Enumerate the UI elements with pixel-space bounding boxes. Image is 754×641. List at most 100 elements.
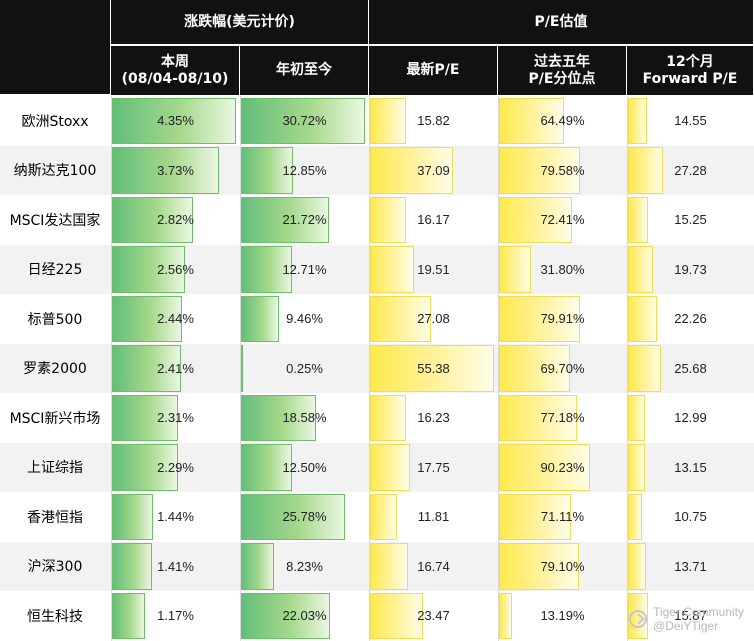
forward-pe-12m-value: 25.68 bbox=[674, 360, 707, 376]
pe-percentile-5y-bar bbox=[499, 444, 591, 491]
week-change-bar bbox=[112, 196, 193, 243]
week-change-value: 1.41% bbox=[157, 558, 194, 574]
week-change-value: 1.17% bbox=[157, 608, 194, 624]
tiger-logo-icon bbox=[629, 610, 648, 628]
latest-pe-value: 27.08 bbox=[417, 311, 450, 327]
header-group-pe: P/E估值 bbox=[369, 0, 754, 45]
header-group-change: 涨跌幅(美元计价) bbox=[111, 0, 369, 45]
forward-pe-12m-value: 19.73 bbox=[674, 261, 707, 277]
forward-pe-12m-bar bbox=[628, 493, 642, 540]
pe-percentile-5y-bar bbox=[499, 394, 578, 441]
forward-pe-12m-bar bbox=[628, 147, 663, 194]
week-change-bar bbox=[112, 592, 146, 639]
forward-pe-12m-value: 27.28 bbox=[674, 162, 707, 178]
forward-pe-12m-value: 22.26 bbox=[674, 311, 707, 327]
header-group-pe-label: P/E估值 bbox=[534, 13, 588, 30]
header-col-pe-percentile-line2: P/E分位点 bbox=[528, 70, 596, 87]
row-label: MSCI发达国家 bbox=[9, 212, 101, 229]
header-col-week: 本周 (08/04-08/10) bbox=[111, 46, 240, 96]
latest-pe-value: 17.75 bbox=[417, 459, 450, 475]
latest-pe-bar bbox=[370, 493, 397, 540]
column-divider bbox=[111, 96, 112, 641]
week-change-value: 3.73% bbox=[157, 162, 194, 178]
ytd-change-value: 12.85% bbox=[282, 162, 327, 178]
week-change-bar bbox=[112, 543, 153, 590]
row-label: MSCI新兴市场 bbox=[9, 410, 101, 427]
week-change-value: 2.56% bbox=[157, 261, 194, 277]
forward-pe-12m-value: 15.25 bbox=[674, 212, 707, 228]
ytd-change-value: 9.46% bbox=[286, 311, 323, 327]
latest-pe-value: 11.81 bbox=[417, 509, 450, 525]
forward-pe-12m-bar bbox=[628, 543, 646, 590]
week-change-value: 2.29% bbox=[157, 459, 194, 475]
latest-pe-bar bbox=[370, 295, 431, 342]
pe-percentile-5y-bar bbox=[499, 592, 513, 639]
ytd-change-value: 21.72% bbox=[282, 212, 327, 228]
row-label: 纳斯达克100 bbox=[13, 163, 97, 180]
week-change-value: 2.82% bbox=[157, 212, 194, 228]
row-label: 日经225 bbox=[27, 262, 83, 279]
ytd-change-bar bbox=[241, 444, 292, 491]
pe-percentile-5y-value: 77.18% bbox=[540, 410, 585, 426]
row-label: 标普500 bbox=[27, 311, 83, 328]
watermark-line1: Tiger Community bbox=[653, 605, 744, 619]
pe-percentile-5y-value: 31.80% bbox=[540, 261, 585, 277]
column-divider bbox=[240, 96, 241, 641]
latest-pe-value: 15.82 bbox=[417, 113, 450, 129]
header-col-forward-pe-line1: 12个月 bbox=[666, 53, 714, 70]
forward-pe-12m-bar bbox=[628, 295, 657, 342]
latest-pe-bar bbox=[370, 147, 454, 194]
pe-percentile-5y-value: 69.70% bbox=[540, 360, 585, 376]
pe-percentile-5y-bar bbox=[499, 543, 580, 590]
forward-pe-12m-bar bbox=[628, 345, 661, 392]
forward-pe-12m-bar bbox=[628, 246, 654, 293]
ytd-change-value: 8.23% bbox=[286, 558, 323, 574]
pe-percentile-5y-bar bbox=[499, 147, 580, 194]
header-col-week-line1: 本周 bbox=[160, 53, 189, 70]
ytd-change-value: 22.03% bbox=[282, 608, 327, 624]
ytd-change-value: 30.72% bbox=[282, 113, 327, 129]
header-col-forward-pe-line2: Forward P/E bbox=[642, 70, 738, 87]
header-group-change-label: 涨跌幅(美元计价) bbox=[184, 13, 295, 30]
watermark-line2: @DeiYTiger bbox=[653, 619, 719, 633]
ytd-change-value: 12.71% bbox=[282, 261, 327, 277]
header-col-week-line2: (08/04-08/10) bbox=[121, 70, 229, 87]
pe-percentile-5y-bar bbox=[499, 246, 532, 293]
row-label: 上证综指 bbox=[27, 460, 83, 477]
forward-pe-12m-value: 13.15 bbox=[674, 459, 707, 475]
pe-percentile-5y-value: 64.49% bbox=[540, 113, 585, 129]
pe-percentile-5y-bar bbox=[499, 295, 580, 342]
ytd-change-value: 12.50% bbox=[282, 459, 327, 475]
pe-percentile-5y-value: 72.41% bbox=[540, 212, 585, 228]
pe-percentile-5y-value: 71.11% bbox=[540, 509, 585, 525]
forward-pe-12m-value: 10.75 bbox=[674, 509, 707, 525]
latest-pe-value: 55.38 bbox=[417, 360, 450, 376]
latest-pe-bar bbox=[370, 543, 408, 590]
ytd-change-bar bbox=[241, 97, 366, 144]
row-label: 欧洲Stoxx bbox=[21, 113, 89, 130]
latest-pe-bar bbox=[370, 246, 414, 293]
forward-pe-12m-value: 15.87 bbox=[674, 608, 707, 624]
latest-pe-value: 19.51 bbox=[417, 261, 450, 277]
forward-pe-12m-value: 14.55 bbox=[674, 113, 707, 129]
latest-pe-value: 23.47 bbox=[417, 608, 450, 624]
latest-pe-bar bbox=[370, 592, 423, 639]
pe-percentile-5y-value: 13.19% bbox=[540, 608, 585, 624]
ytd-change-bar bbox=[241, 246, 293, 293]
ytd-change-value: 0.25% bbox=[286, 360, 323, 376]
ytd-change-bar bbox=[241, 345, 243, 392]
forward-pe-12m-value: 13.71 bbox=[674, 558, 707, 574]
latest-pe-value: 16.17 bbox=[417, 212, 450, 228]
week-change-bar bbox=[112, 97, 237, 144]
ytd-change-value: 25.78% bbox=[282, 509, 327, 525]
row-label: 罗素2000 bbox=[23, 361, 87, 378]
header-corner bbox=[0, 0, 111, 95]
column-divider bbox=[498, 96, 499, 641]
latest-pe-value: 16.23 bbox=[417, 410, 450, 426]
latest-pe-bar bbox=[370, 345, 495, 392]
latest-pe-value: 37.09 bbox=[417, 162, 450, 178]
latest-pe-bar bbox=[370, 444, 410, 491]
pe-percentile-5y-bar bbox=[499, 196, 573, 243]
header-col-forward-pe: 12个月 Forward P/E bbox=[627, 46, 754, 96]
